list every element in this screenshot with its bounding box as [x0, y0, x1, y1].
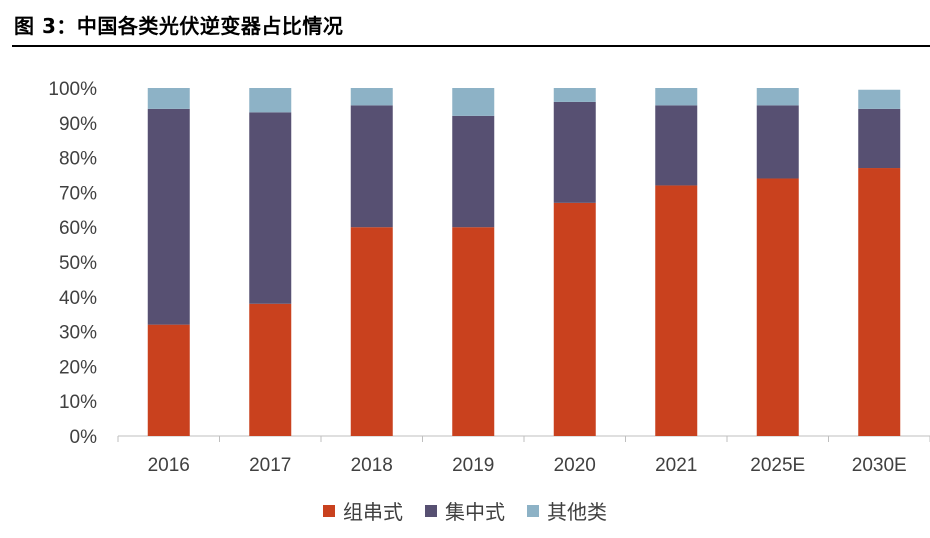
bar-segment — [350, 105, 393, 228]
x-tick-label: 2017 — [249, 455, 291, 476]
bar-segment — [756, 88, 799, 106]
y-axis: 0% 10% 20% 30% 40% 50% 60% 70% 80% 90% 100% — [48, 79, 97, 448]
bar-segment — [249, 112, 292, 304]
chart-title: 图 3：中国各类光伏逆变器占比情况 — [14, 14, 344, 38]
legend-item: 其他类 — [527, 496, 607, 525]
y-tick-label: 90% — [59, 114, 97, 135]
bar-segment — [249, 303, 292, 436]
y-tick-label: 60% — [59, 218, 97, 239]
bar-segment — [655, 88, 698, 106]
legend-swatch — [425, 504, 437, 517]
y-tick-label: 80% — [59, 149, 97, 170]
bar-segment — [350, 227, 393, 436]
bar-segment — [553, 88, 596, 102]
y-tick-label: 0% — [70, 427, 98, 448]
bar-segment — [756, 178, 799, 437]
x-tick-label: 2021 — [655, 455, 697, 476]
y-tick-label: 50% — [59, 253, 97, 274]
bar-segment — [249, 88, 292, 113]
x-tick-label: 2020 — [554, 455, 596, 476]
legend-label: 集中式 — [445, 500, 505, 524]
bar-segment — [147, 88, 190, 109]
x-axis: 2016 2017 2018 2019 2020 2021 2025E 2030E — [117, 435, 930, 476]
legend-swatch — [323, 504, 335, 517]
bar-segment — [858, 108, 901, 169]
bar-segment — [147, 108, 190, 325]
x-tick-label: 2018 — [351, 455, 393, 476]
legend-item: 集中式 — [425, 496, 505, 525]
y-tick-label: 10% — [59, 392, 97, 413]
bar-segment — [147, 324, 190, 436]
bar-segment — [452, 115, 495, 228]
bar-segment — [655, 185, 698, 436]
x-tick-label: 2025E — [750, 455, 805, 476]
bar-segment — [553, 101, 596, 203]
legend-label: 其他类 — [547, 500, 607, 524]
bar-segment — [553, 202, 596, 436]
x-tick-label: 2016 — [148, 455, 190, 476]
bars — [147, 88, 901, 437]
legend-item: 组串式 — [323, 496, 403, 525]
x-tick-label: 2019 — [452, 455, 494, 476]
legend-label: 组串式 — [343, 500, 403, 524]
legend-swatch — [527, 504, 539, 517]
y-tick-label: 30% — [59, 323, 97, 344]
bar-segment — [756, 105, 799, 179]
y-tick-label: 100% — [48, 79, 97, 100]
bar-segment — [452, 88, 495, 116]
bar-segment — [858, 168, 901, 437]
bar-segment — [452, 227, 495, 436]
x-tick-label: 2030E — [852, 455, 907, 476]
bar-segment — [655, 105, 698, 186]
y-tick-label: 20% — [59, 357, 97, 378]
legend: 组串式 集中式 其他类 — [0, 496, 930, 525]
bar-segment — [858, 89, 901, 109]
y-tick-label: 70% — [59, 183, 97, 204]
title-divider — [12, 45, 930, 47]
bar-segment — [350, 88, 393, 106]
y-tick-label: 40% — [59, 288, 97, 309]
